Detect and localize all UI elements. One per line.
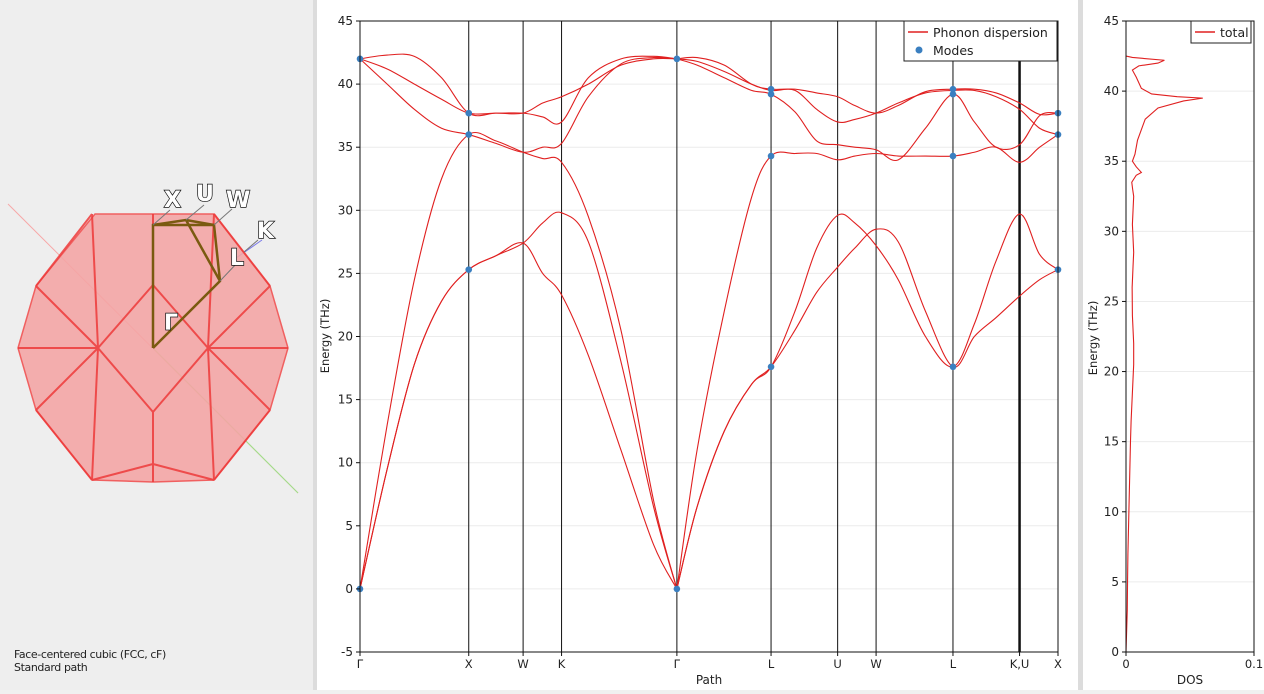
y-tick-label: 35	[338, 140, 353, 154]
bz-lattice-type: Face-centered cubic (FCC, cF)	[14, 648, 166, 661]
mode-point	[673, 585, 681, 593]
band-line	[676, 58, 1059, 136]
x-tick-label: W	[517, 657, 528, 671]
band-line	[676, 228, 1059, 590]
x-tick-label: 0.1	[1245, 657, 1263, 671]
y-tick-label: 5	[1111, 575, 1119, 589]
bz-label-w: W	[226, 188, 250, 213]
y-tick-label: 15	[338, 393, 353, 407]
dos-y-ticks: 0 5 10 15 20 25 30 35 40 45	[1104, 14, 1126, 659]
mode-points	[356, 55, 1062, 593]
band-structure-panel[interactable]: -5 0 5 10 15 20 25 30 35 40 45 Γ X W K Γ L U W L K,U X Path …	[317, 0, 1078, 690]
x-tick-label: U	[833, 657, 841, 671]
bz-path	[151, 218, 222, 349]
y-tick-label: 30	[1104, 224, 1119, 238]
y-tick-label: 0	[1111, 645, 1119, 659]
band-line	[676, 213, 1059, 590]
dos-grid	[1126, 20, 1254, 653]
x-tick-label: L	[768, 657, 775, 671]
dos-axes	[1125, 20, 1255, 653]
mode-point	[949, 363, 957, 371]
bands-y-ticks: -5 0 5 10 15 20 25 30 35 40 45	[338, 14, 360, 659]
bands-x-axis-label: Path	[696, 673, 722, 687]
band-line	[359, 56, 677, 153]
x-tick-label: Γ	[674, 657, 681, 671]
plot-frame	[1125, 20, 1255, 653]
y-tick-label: 45	[1104, 14, 1119, 28]
mode-point	[949, 90, 957, 98]
mode-point	[949, 85, 957, 93]
y-tick-label: 5	[345, 519, 353, 533]
dos-x-ticks: 0 0.1	[1122, 652, 1263, 671]
x-tick-label: K	[558, 657, 566, 671]
y-tick-label: 20	[338, 330, 353, 344]
bz-label-gamma: Γ	[164, 311, 178, 336]
x-tick-label: L	[950, 657, 957, 671]
y-tick-label: 15	[1104, 435, 1119, 449]
y-tick-label: 0	[345, 582, 353, 596]
band-line	[359, 242, 678, 590]
bz-label-u: U	[196, 182, 214, 207]
legend-phonon-dispersion: Phonon dispersion	[933, 25, 1048, 40]
y-tick-label: 45	[338, 14, 353, 28]
dos-curve	[1125, 55, 1203, 653]
y-tick-label: 35	[1104, 154, 1119, 168]
y-tick-label: 10	[1104, 505, 1119, 519]
dos-legend[interactable]: total	[1190, 20, 1252, 44]
bands-legend[interactable]: Phonon dispersion Modes	[903, 20, 1058, 62]
mode-point	[767, 363, 775, 371]
x-tick-label: X	[1054, 657, 1062, 671]
dos-panel[interactable]: 0 5 10 15 20 25 30 35 40 45 0 0.1 DOS Energy (THz)…	[1083, 0, 1264, 690]
brillouin-zone-panel[interactable]: X U W K L Γ Face-centered cubic (FCC, cF…	[0, 0, 313, 690]
y-tick-label: 40	[1104, 84, 1119, 98]
x-tick-label: W	[870, 657, 881, 671]
band-line	[676, 134, 1059, 589]
x-tick-label: 0	[1122, 657, 1129, 671]
bz-label-x: X	[164, 188, 181, 213]
y-tick-label: -5	[341, 645, 353, 659]
y-tick-label: 10	[338, 456, 353, 470]
y-tick-label: 25	[338, 266, 353, 280]
band-line	[359, 211, 678, 590]
dos-total-line	[1125, 55, 1203, 653]
path-separators	[468, 21, 1021, 652]
y-tick-label: 25	[1104, 294, 1119, 308]
mode-point	[465, 109, 473, 117]
x-tick-label: K,U	[1010, 657, 1030, 671]
band-line	[676, 58, 1059, 162]
mode-point	[465, 266, 473, 273]
legend-modes: Modes	[933, 43, 974, 58]
y-tick-label: 40	[338, 77, 353, 91]
bz-label-k: K	[257, 219, 275, 244]
x-tick-label: Γ	[357, 657, 364, 671]
dos-y-axis-label: Energy (THz)	[1086, 301, 1100, 376]
band-line	[359, 53, 677, 117]
mode-point	[949, 152, 957, 160]
mode-point	[767, 90, 775, 98]
mode-point	[465, 131, 473, 138]
bz-label-leaders	[152, 204, 259, 282]
panel-splitter[interactable]	[1078, 0, 1083, 690]
dos-x-axis-label: DOS	[1177, 673, 1203, 687]
y-tick-label: 30	[338, 203, 353, 217]
mode-point	[673, 55, 681, 63]
bands-y-axis-label: Energy (THz)	[318, 299, 332, 374]
legend-total: total	[1220, 25, 1249, 40]
bz-label-l: L	[230, 246, 244, 271]
bz-edges	[18, 213, 288, 482]
y-tick-label: 20	[1104, 365, 1119, 379]
bands-x-ticks: Γ X W K Γ L U W L K,U X	[357, 652, 1062, 671]
mode-point	[767, 85, 775, 93]
mode-point	[767, 152, 775, 160]
x-tick-label: X	[465, 657, 473, 671]
panel-splitter[interactable]	[313, 0, 317, 690]
band-line	[676, 56, 1059, 116]
bz-caption: Face-centered cubic (FCC, cF) Standard p…	[14, 648, 166, 674]
brillouin-zone-view[interactable]: X U W K L Γ	[0, 0, 313, 690]
band-curves	[359, 53, 1059, 590]
bz-path-type: Standard path	[14, 661, 88, 674]
band-line	[359, 131, 678, 590]
